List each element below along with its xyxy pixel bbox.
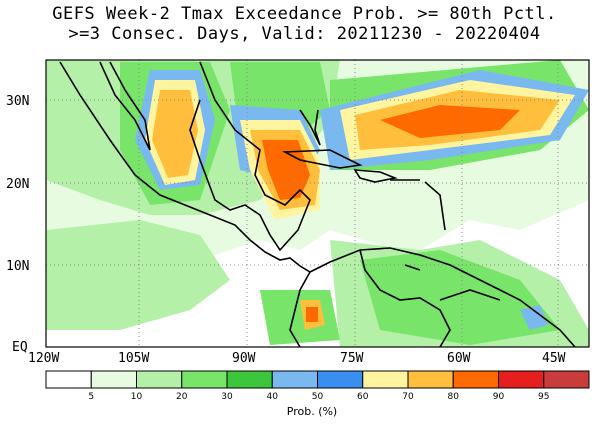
colorbar-tick-label: 90 [493,392,505,402]
colorbar-tick-label: 70 [402,392,414,402]
colorbar-tick-label: 40 [267,392,279,402]
map-title-line-2: >=3 Consec. Days, Valid: 20211230 - 2022… [68,24,541,44]
lon-label-90w: 90W [232,351,256,366]
colorbar-swatch [181,370,228,389]
colorbar-swatch [90,370,137,389]
map-frame [45,59,590,348]
lon-label-75w: 75W [340,351,364,366]
lat-label-10n: 10N [6,259,29,274]
colorbar-swatch [226,370,273,389]
lon-label-45w: 45W [542,351,566,366]
lat-label-eq: EQ [12,340,28,355]
colorbar-tick-label: 20 [176,392,188,402]
colorbar-tick-label: 5 [88,392,94,402]
lon-label-105w: 105W [118,351,149,366]
colorbar-swatch [407,370,454,389]
colorbar-tick-label: 80 [448,392,460,402]
colorbar-label: Prob. (%) [287,405,337,418]
colorbar-swatch [45,370,92,389]
lon-label-60w: 60W [447,351,471,366]
colorbar-swatch [543,370,590,389]
colorbar-tick-label: 60 [357,392,369,402]
colorbar-swatch [317,370,364,389]
lat-label-20n: 20N [6,177,29,192]
colorbar-tick-label: 10 [131,392,143,402]
colorbar-tick-label: 30 [221,392,233,402]
graticule [46,60,589,347]
colorbar-swatch [498,370,545,389]
colorbar-swatch [452,370,499,389]
colorbar-tick-label: 50 [312,392,324,402]
colorbar: 5 10 20 30 40 50 60 70 80 90 95 [45,370,590,402]
colorbar-tick-label: 95 [538,392,549,402]
colorbar-swatch [362,370,409,389]
lat-label-30n: 30N [6,94,29,109]
colorbar-swatch [271,370,318,389]
coastlines [59,61,576,347]
map-title-line-1: GEFS Week-2 Tmax Exceedance Prob. >= 80t… [52,4,557,24]
map-field [46,60,589,347]
lon-label-120w: 120W [28,351,59,366]
colorbar-swatch [136,370,183,389]
